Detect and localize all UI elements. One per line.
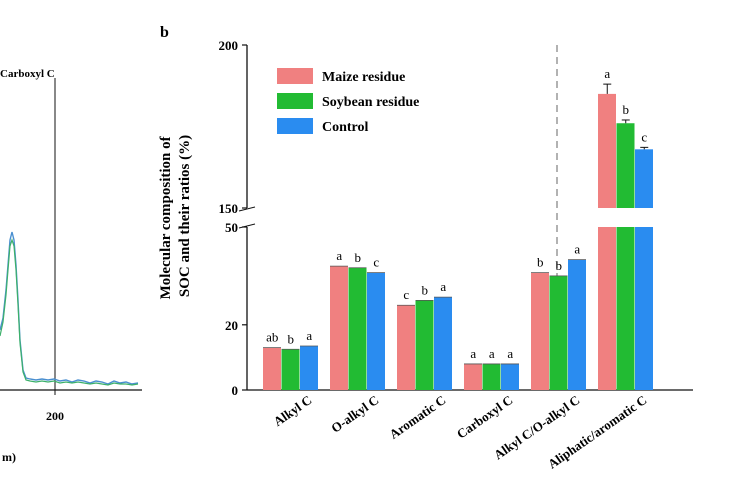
significance-letter: c (403, 287, 409, 302)
bar (330, 266, 348, 390)
bar (635, 149, 653, 208)
bar-group-item: a (501, 346, 519, 390)
carboxyl-annotation: Carboxyl C (0, 68, 55, 80)
bar-chart-panel: b Molecular composition of SOC and their… (158, 24, 693, 472)
significance-letter: b (422, 282, 429, 297)
axis-break-mark (238, 223, 256, 229)
spectrum-trace-a (0, 231, 139, 385)
axis-break-mark (238, 206, 256, 212)
bar-group-item: c (635, 129, 653, 390)
bar-group-item: b (415, 282, 434, 390)
bar (397, 305, 415, 390)
bar (568, 259, 586, 390)
bar-lower-segment (616, 227, 635, 390)
bar (281, 349, 300, 390)
significance-letter: a (604, 66, 610, 81)
y-tick-label: 20 (225, 318, 238, 333)
x-tick-label: Alkyl C (271, 392, 315, 429)
significance-letter: a (470, 346, 476, 361)
x-tick-label: Aromatic C (387, 392, 449, 442)
bar-group-item: a (482, 346, 501, 390)
significance-letter: a (336, 248, 342, 263)
bar-group-item: a (300, 328, 318, 390)
bar-group-item: a (598, 66, 616, 390)
legend-label: Maize residue (322, 70, 405, 85)
bar-lower-segment (635, 227, 653, 390)
bar-group-item: b (616, 102, 635, 390)
axis-break-gap (239, 210, 255, 225)
legend: Maize residue Soybean residue Control (277, 68, 419, 135)
bar (367, 272, 385, 390)
bar-lower-segment (598, 227, 616, 390)
bar (300, 345, 318, 390)
spectrum-x-tick-label: 200 (46, 409, 64, 423)
significance-letter: a (489, 346, 495, 361)
significance-letter: a (507, 346, 513, 361)
legend-swatch (277, 93, 313, 109)
significance-letter: c (641, 129, 647, 144)
bar (348, 267, 367, 390)
significance-letter: c (373, 255, 379, 270)
legend-swatch (277, 118, 313, 134)
significance-letter: a (440, 279, 446, 294)
significance-letter: b (623, 102, 630, 117)
legend-label: Control (322, 120, 369, 135)
significance-letter: a (574, 242, 580, 257)
bar (464, 363, 482, 390)
y-axis-label: Molecular composition of SOC and their r… (158, 133, 193, 300)
y-axis-label-line-1: Molecular composition of (158, 135, 174, 299)
spectrum-trace-b (0, 238, 139, 386)
bar (434, 297, 452, 390)
bar-group-item: a (330, 248, 348, 390)
bar (598, 93, 616, 208)
bar-group-item: b (549, 258, 568, 390)
bar-group-item: b (531, 255, 549, 390)
significance-letter: b (355, 250, 362, 265)
bar (616, 123, 635, 208)
bar-group-item: ab (263, 330, 281, 390)
bar-group-item: c (397, 287, 415, 390)
bar-group-item: a (434, 279, 452, 390)
bar (531, 272, 549, 390)
significance-letter: b (556, 258, 563, 273)
y-tick-label: 150 (219, 201, 239, 216)
significance-letter: b (288, 331, 295, 346)
bar (263, 347, 281, 390)
spectrum-x-label-fragment: m) (2, 450, 16, 464)
legend-label: Soybean residue (322, 95, 419, 110)
bar (415, 300, 434, 390)
bar-group-item: b (348, 250, 367, 390)
bar-group-item: a (568, 242, 586, 390)
bar (549, 275, 568, 390)
significance-letter: ab (266, 330, 278, 345)
y-tick-label: 0 (232, 383, 239, 398)
y-tick-label: 200 (219, 38, 239, 53)
y-axis-label-line-2: SOC and their ratios (%) (177, 135, 193, 297)
significance-letter: a (306, 328, 312, 343)
bar (501, 363, 519, 390)
bar-group-item: b (281, 331, 300, 390)
x-tick-label: Carboxyl C (454, 392, 516, 441)
bar (482, 363, 501, 390)
y-tick-label: 50 (225, 220, 238, 235)
significance-letter: b (537, 255, 544, 270)
panel-label: b (160, 24, 169, 41)
x-tick-label: O-alkyl C (328, 392, 381, 436)
bar-group-item: a (464, 346, 482, 390)
left-spectrum-panel: Carboxyl C 200 m) (0, 68, 142, 464)
bar-group-item: c (367, 255, 385, 390)
legend-swatch (277, 68, 313, 84)
